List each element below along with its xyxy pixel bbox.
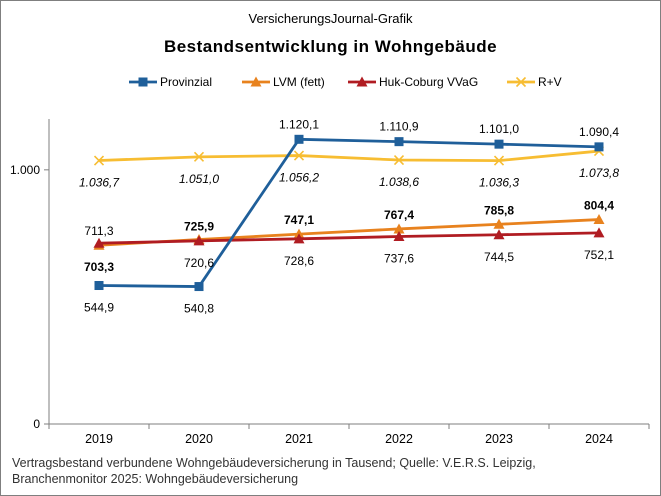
data-point-triangle — [193, 235, 205, 246]
data-point-triangle — [593, 214, 605, 225]
x-tick-label: 2019 — [85, 432, 113, 446]
x-tick-label: 2020 — [185, 432, 213, 446]
data-label: 1.090,4 — [579, 125, 619, 139]
data-label: 1.056,2 — [279, 171, 319, 185]
y-tick-label: 1.000 — [10, 163, 40, 177]
series-huk-coburg-vvag — [93, 227, 605, 248]
data-label: 1.038,6 — [379, 175, 419, 189]
data-label: 540,8 — [184, 302, 214, 316]
data-label: 725,9 — [184, 220, 214, 234]
series-provinzial — [94, 134, 604, 292]
data-point-triangle — [93, 237, 105, 248]
data-label: 720,6 — [184, 256, 214, 270]
legend: Provinzial LVM (fett) Huk-Coburg VVaG R+V — [129, 75, 562, 89]
series-line — [98, 137, 600, 288]
source-line-2: Branchenmonitor 2025: Wohngebäudeversich… — [12, 472, 299, 486]
y-tick-label: 0 — [33, 417, 40, 431]
x-tick-label: 2021 — [285, 432, 313, 446]
data-point-square — [394, 137, 404, 147]
data-label: 1.120,1 — [279, 117, 319, 131]
data-label: 544,9 — [84, 301, 114, 315]
data-labels: 544,9 540,8 1.120,1 1.110,9 1.101,0 1.090,4 70… — [79, 117, 619, 315]
legend-item: LVM (fett) — [242, 75, 325, 89]
data-point-triangle — [593, 227, 605, 238]
data-point-square — [294, 134, 304, 144]
data-point-square — [194, 282, 204, 292]
data-point-square — [138, 77, 148, 87]
x-tick-label: 2023 — [485, 432, 513, 446]
series-line — [98, 149, 600, 163]
series-r-v — [93, 146, 605, 166]
data-label: 744,5 — [484, 250, 514, 264]
legend-item: Provinzial — [129, 75, 212, 89]
data-point-x — [293, 150, 305, 161]
legend-item: Huk-Coburg VVaG — [348, 75, 478, 89]
data-label: 747,1 — [284, 213, 314, 227]
data-label: 785,8 — [484, 203, 514, 217]
data-point-square — [94, 281, 104, 291]
data-point-x — [193, 151, 205, 162]
legend-label: LVM (fett) — [273, 75, 325, 89]
x-tick-label: 2022 — [385, 432, 413, 446]
supertitle: VersicherungsJournal-Grafik — [248, 11, 413, 26]
data-point-square — [594, 142, 604, 152]
x-tick-label: 2024 — [585, 432, 613, 446]
data-point-x — [493, 155, 505, 166]
data-point-square — [494, 139, 504, 149]
series-line — [98, 231, 600, 245]
data-label: 1.051,0 — [179, 172, 219, 186]
data-point-triangle — [393, 231, 405, 242]
data-point-triangle — [293, 233, 305, 244]
data-label: 737,6 — [384, 252, 414, 266]
data-label: 767,4 — [384, 208, 414, 222]
chart-title: Bestandsentwicklung in Wohngebäude — [163, 37, 498, 56]
data-label: 703,3 — [84, 260, 114, 274]
data-point-x — [393, 154, 405, 166]
data-point-x — [515, 76, 527, 88]
legend-label: Provinzial — [160, 75, 212, 89]
data-label: 1.073,8 — [579, 166, 619, 180]
series-lvm-fett- — [93, 214, 605, 250]
data-point-triangle — [250, 76, 262, 87]
legend-label: Huk-Coburg VVaG — [379, 75, 478, 89]
data-point-triangle — [493, 229, 505, 240]
data-label: 1.110,9 — [379, 120, 418, 134]
data-label: 752,1 — [584, 248, 614, 262]
data-label: 1.036,7 — [79, 176, 120, 190]
data-point-x — [93, 155, 105, 166]
data-point-triangle — [393, 223, 405, 234]
data-label: 1.036,3 — [479, 176, 519, 190]
data-label: 711,3 — [84, 224, 113, 238]
data-label: 728,6 — [284, 254, 314, 268]
data-label: 1.101,0 — [479, 122, 519, 136]
legend-item: R+V — [507, 75, 562, 89]
data-point-triangle — [493, 218, 505, 229]
source-line-1: Vertragsbestand verbundene Wohngebäudeve… — [12, 456, 536, 470]
source-note: Vertragsbestand verbundene Wohngebäudeve… — [12, 455, 652, 487]
data-label: 804,4 — [584, 199, 614, 213]
legend-label: R+V — [538, 75, 562, 89]
data-point-triangle — [356, 76, 368, 87]
